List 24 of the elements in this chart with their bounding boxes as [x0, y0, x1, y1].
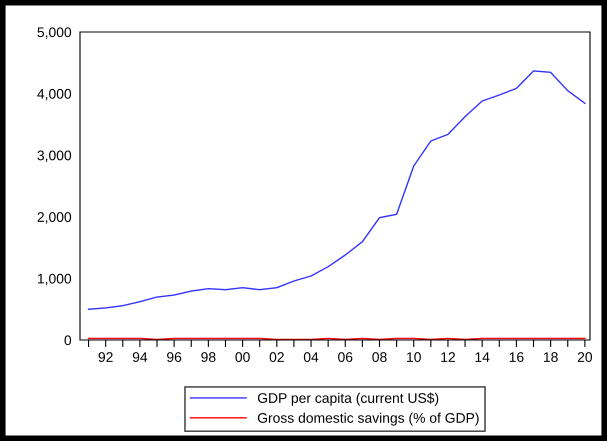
x-tick-label: 00 — [235, 352, 250, 362]
x-tick-label: 16 — [510, 352, 524, 362]
x-tick-label: 96 — [167, 352, 182, 362]
legend-label: Gross domestic savings (% of GDP) — [258, 412, 479, 426]
x-tick-label: 98 — [201, 352, 216, 362]
x-tick-label: 94 — [132, 352, 148, 362]
y-tick-label: 3,000 — [37, 150, 72, 162]
y-tick-label: 4,000 — [37, 88, 72, 100]
x-tick-label: 04 — [304, 352, 318, 362]
x-tick-label: 10 — [407, 352, 421, 362]
x-tick-label: 18 — [544, 352, 558, 362]
line-series — [88, 70, 586, 310]
y-tick-label: 5,000 — [37, 27, 72, 39]
x-tick-label: 06 — [338, 352, 352, 362]
x-tick-label: 08 — [372, 352, 387, 362]
x-tick-label: 02 — [270, 352, 284, 362]
x-tick-label: 12 — [441, 352, 455, 362]
x-tick-label: 20 — [578, 352, 592, 362]
legend-label: GDP per capita (current US$) — [258, 392, 438, 406]
y-tick-label: 2,000 — [38, 212, 72, 224]
x-tick-label: 14 — [476, 352, 490, 362]
y-tick-label: 0 — [64, 335, 72, 346]
x-tick-label: 92 — [98, 352, 113, 362]
y-tick-label: 1,000 — [38, 274, 72, 286]
